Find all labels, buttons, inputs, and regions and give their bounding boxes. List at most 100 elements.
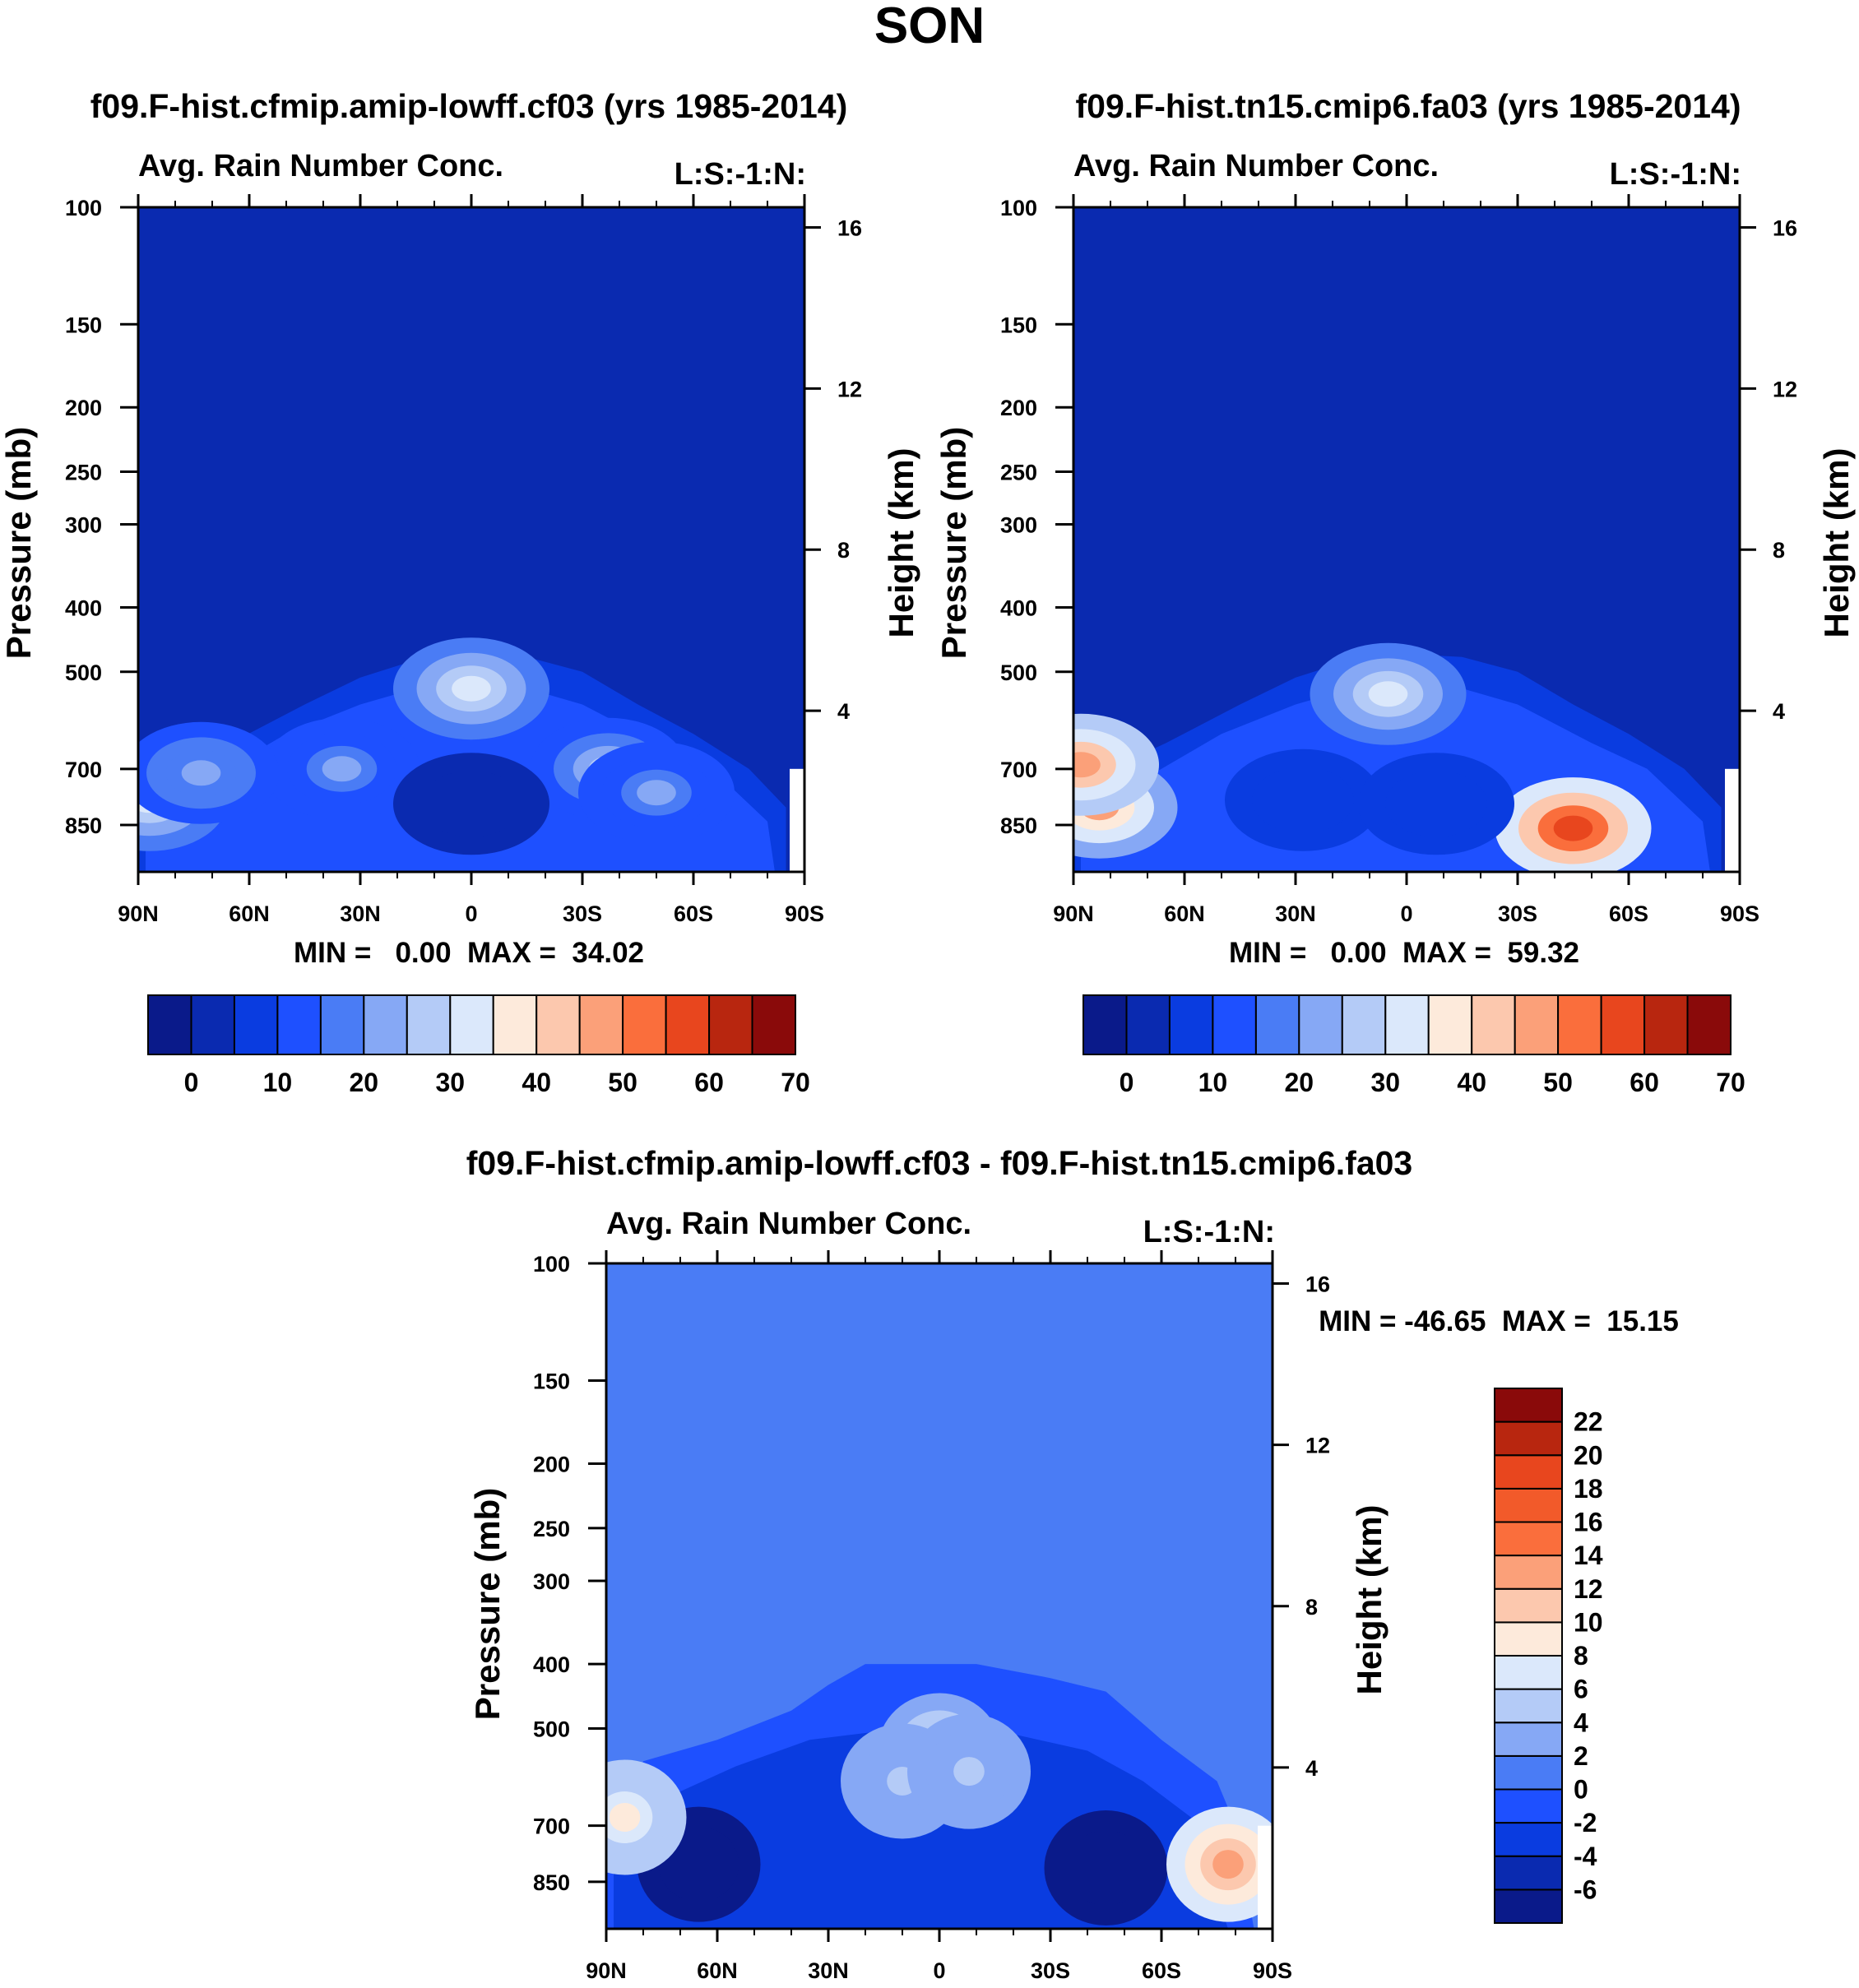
- field-feature-1: [322, 756, 362, 782]
- panel-2-code: L:S:-1:N:: [1610, 157, 1741, 192]
- x-tick-label: 90N: [586, 1958, 627, 1983]
- colorbar-label: 10: [1574, 1607, 1603, 1637]
- colorbar-swatch: [1427, 994, 1473, 1055]
- colorbar-swatch: [276, 994, 322, 1055]
- y-tick-label: 400: [1000, 595, 1037, 620]
- panel-2-ylabel-right: Height (km): [1817, 448, 1856, 638]
- colorbar-label: 6: [1574, 1675, 1588, 1704]
- panel-3-code: L:S:-1:N:: [1143, 1215, 1275, 1249]
- panel-2-title: f09.F-hist.tn15.cmip6.fa03 (yrs 1985-201…: [1076, 87, 1741, 125]
- x-tick-label: 60S: [1609, 901, 1648, 926]
- field-feature-3: [637, 780, 676, 806]
- colorbar-label: 0: [1574, 1775, 1588, 1805]
- panel-2-colorbar: 0 10 20 30 40 50 60 70: [1082, 994, 1745, 1097]
- colorbar-label: 40: [522, 1068, 551, 1097]
- field-feature-6: [609, 1803, 641, 1832]
- field-feature-0: [452, 675, 491, 702]
- panel-3-title: f09.F-hist.cfmip.amip-lowff.cf03 - f09.F…: [466, 1144, 1413, 1182]
- x-tick-label: 60N: [697, 1958, 738, 1983]
- field-feature-6: [420, 771, 522, 837]
- colorbar-swatch: [1514, 994, 1560, 1055]
- y-tick-label: 250: [1000, 461, 1037, 485]
- colorbar-swatch: [233, 994, 279, 1055]
- x-tick-label: 90S: [1720, 901, 1759, 926]
- y-tick-label: 250: [533, 1517, 570, 1541]
- y-tick-label: 400: [65, 595, 102, 620]
- panel-3: f09.F-hist.cfmip.amip-lowff.cf03 - f09.F…: [466, 1144, 1679, 1983]
- y-tick-label: 150: [533, 1369, 570, 1393]
- colorbar-label: 4: [1574, 1708, 1588, 1737]
- field-feature-5: [1385, 771, 1487, 837]
- colorbar-swatch: [1494, 1655, 1563, 1690]
- colorbar-swatch: [1341, 994, 1387, 1055]
- colorbar-label: -6: [1574, 1874, 1597, 1904]
- colorbar-swatch: [1494, 1822, 1563, 1857]
- height-tick-label: 4: [837, 699, 850, 724]
- panel-3-ylabel: Pressure (mb): [468, 1488, 507, 1720]
- colorbar-swatch: [1212, 994, 1257, 1055]
- height-tick-label: 12: [1305, 1434, 1330, 1458]
- missing-data: [1725, 768, 1740, 872]
- colorbar-swatch: [1494, 1754, 1563, 1791]
- height-tick-label: 12: [1773, 377, 1797, 401]
- field-feature-5: [1212, 1850, 1244, 1879]
- panel-3-minmax: MIN = -46.65 MAX = 15.15: [1319, 1305, 1679, 1337]
- height-tick-label: 16: [837, 215, 862, 240]
- panel-3-plot: 90N 60N 30N 0 30S 60S 90S 100 150 200 250 300 400 500…: [533, 1250, 1330, 1983]
- colorbar-swatch: [622, 994, 667, 1055]
- x-tick-label: 60N: [229, 901, 270, 926]
- colorbar-label: 18: [1574, 1474, 1603, 1504]
- x-tick-label: 30N: [808, 1958, 849, 1983]
- panel-1-colorbar: 0 10 20 30 40 50 60 70: [147, 994, 810, 1097]
- panel-1: f09.F-hist.cfmip.amip-lowff.cf03 (yrs 19…: [0, 87, 920, 1097]
- panel-3-ylabel-right: Height (km): [1350, 1505, 1388, 1695]
- field-feature-4: [1065, 1830, 1147, 1906]
- colorbar-swatch: [190, 994, 235, 1055]
- colorbar-label: 0: [184, 1068, 199, 1097]
- colorbar-swatch: [1298, 994, 1343, 1055]
- y-tick-label: 850: [65, 813, 102, 838]
- x-tick-label: 0: [933, 1958, 945, 1983]
- panel-3-variable: Avg. Rain Number Conc.: [606, 1207, 971, 1241]
- colorbar-label: 0: [1120, 1068, 1134, 1097]
- colorbar-swatch: [1494, 1487, 1563, 1523]
- colorbar-swatch: [535, 994, 581, 1055]
- panel-1-title: f09.F-hist.cfmip.amip-lowff.cf03 (yrs 19…: [90, 87, 848, 125]
- y-tick-label: 200: [65, 396, 102, 420]
- colorbar-swatch: [1643, 994, 1689, 1055]
- colorbar-label: 60: [1630, 1068, 1659, 1097]
- colorbar-swatch: [406, 994, 452, 1055]
- y-tick-label: 500: [533, 1717, 570, 1741]
- panel-2-ylabel: Pressure (mb): [934, 427, 973, 659]
- colorbar-label: 30: [436, 1068, 466, 1097]
- colorbar-label: 60: [694, 1068, 724, 1097]
- y-tick-label: 200: [1000, 396, 1037, 420]
- panel-1-plot: 90N 60N 30N 0 30S 60S 90S 100 150 200 250 300 400 500…: [65, 194, 862, 926]
- colorbar-label: 20: [1574, 1440, 1603, 1470]
- colorbar-label: 20: [1285, 1068, 1314, 1097]
- height-tick-label: 8: [1305, 1595, 1318, 1620]
- missing-data: [790, 768, 804, 872]
- colorbar-swatch: [708, 994, 753, 1055]
- panel-2-minmax: MIN = 0.00 MAX = 59.32: [1229, 937, 1579, 969]
- colorbar-label: -4: [1574, 1842, 1597, 1871]
- y-tick-label: 150: [65, 313, 102, 337]
- field-feature-4: [1252, 767, 1354, 834]
- colorbar-swatch: [1125, 994, 1171, 1055]
- y-tick-label: 300: [1000, 513, 1037, 538]
- missing-data: [1258, 1825, 1273, 1929]
- colorbar-label: 20: [350, 1068, 379, 1097]
- y-tick-label: 700: [65, 758, 102, 782]
- colorbar-swatch: [1471, 994, 1516, 1055]
- panel-2-field: [1073, 207, 1740, 872]
- colorbar-swatch: [1494, 1555, 1563, 1590]
- y-tick-label: 700: [533, 1814, 570, 1839]
- colorbar-swatch: [1494, 1722, 1563, 1757]
- colorbar-swatch: [751, 994, 796, 1055]
- colorbar-swatch: [1168, 994, 1214, 1055]
- height-tick-label: 4: [1305, 1756, 1318, 1781]
- x-tick-label: 30N: [340, 901, 381, 926]
- y-tick-label: 700: [1000, 758, 1037, 782]
- panel-1-ylabel-right: Height (km): [882, 448, 920, 638]
